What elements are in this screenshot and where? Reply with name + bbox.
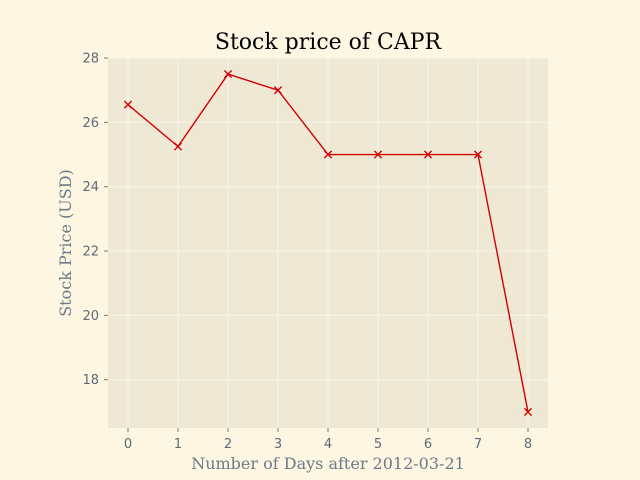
y-tick-label: 22	[82, 245, 99, 260]
axis-ticks: 0 1 2 3 4 5 6 7 8 18 20 22 24 26 28	[82, 52, 532, 453]
grid-lines	[108, 57, 548, 428]
x-tick-label: 5	[374, 437, 382, 452]
x-tick-label: 6	[424, 437, 432, 452]
y-tick-label: 24	[82, 180, 99, 195]
data-point-marker	[423, 150, 433, 159]
data-point-marker	[323, 150, 333, 159]
data-point-marker	[473, 150, 483, 159]
x-tick-label: 7	[474, 437, 482, 452]
y-axis-label: Stock Price (USD)	[56, 169, 75, 317]
y-tick-label: 28	[82, 52, 99, 67]
data-point-marker	[523, 407, 533, 417]
data-point-marker	[173, 142, 183, 151]
y-tick-label: 20	[82, 309, 99, 324]
chart-title: Stock price of CAPR	[215, 30, 443, 55]
x-tick-label: 3	[274, 437, 282, 452]
y-tick-label: 26	[82, 116, 99, 131]
x-axis-label: Number of Days after 2012-03-21	[191, 454, 465, 473]
x-tick-label: 2	[224, 437, 232, 452]
x-tick-label: 8	[524, 437, 532, 452]
data-point-marker	[373, 150, 383, 159]
x-tick-label: 1	[174, 437, 182, 452]
data-point-marker	[123, 100, 133, 109]
x-tick-label: 0	[124, 437, 132, 452]
series-layer	[123, 69, 533, 417]
data-point-marker	[223, 69, 233, 79]
data-point-marker	[273, 86, 283, 95]
x-tick-label: 4	[324, 437, 332, 452]
y-tick-label: 18	[82, 373, 99, 388]
